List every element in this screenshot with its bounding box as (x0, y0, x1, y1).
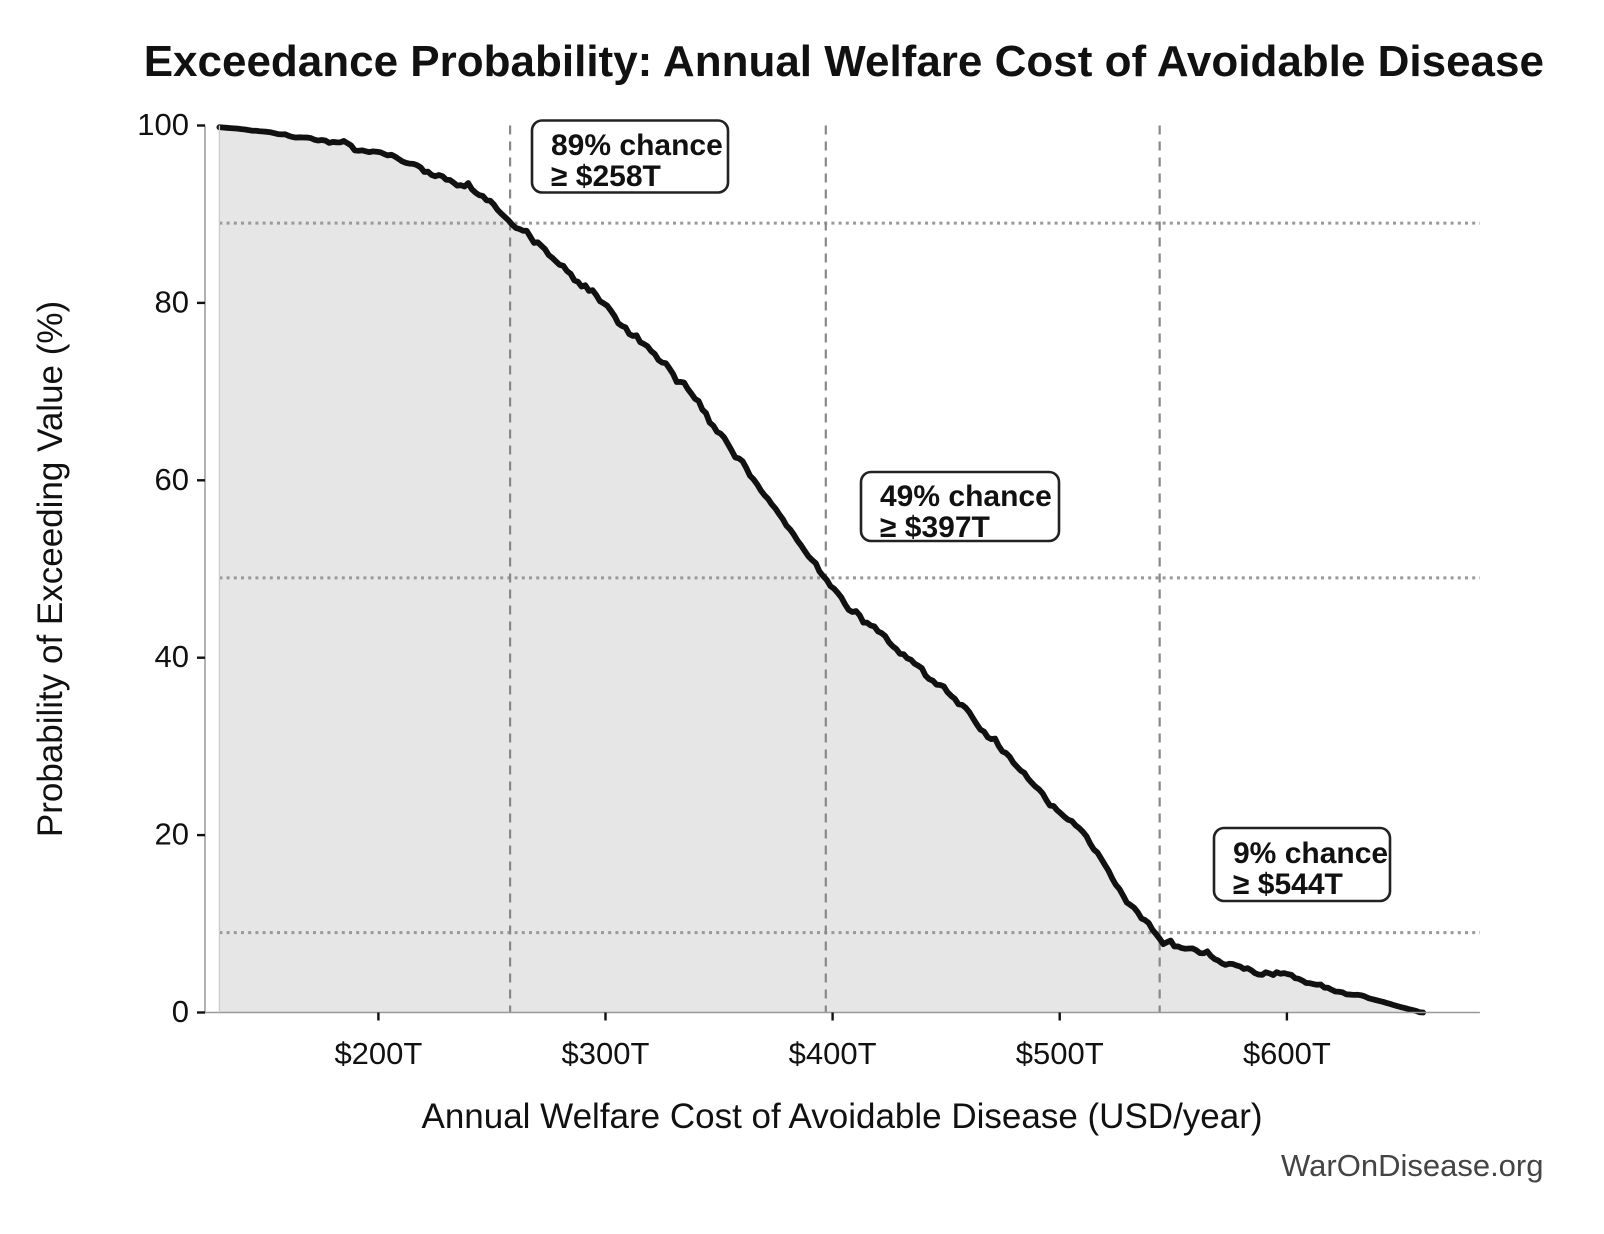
svg-text:$600T: $600T (1243, 1036, 1331, 1071)
svg-text:$500T: $500T (1016, 1036, 1104, 1071)
svg-text:89% chance: 89% chance (551, 129, 723, 162)
svg-text:0: 0 (172, 994, 189, 1029)
svg-text:9% chance: 9% chance (1233, 837, 1388, 870)
svg-text:100: 100 (137, 107, 189, 142)
svg-text:≥ $544T: ≥ $544T (1233, 868, 1343, 901)
svg-text:49% chance: 49% chance (880, 480, 1052, 513)
svg-text:$300T: $300T (562, 1036, 650, 1071)
svg-text:≥ $258T: ≥ $258T (551, 160, 661, 193)
svg-text:≥ $397T: ≥ $397T (880, 511, 990, 544)
svg-text:Exceedance Probability: Annual: Exceedance Probability: Annual Welfare C… (144, 37, 1544, 86)
svg-text:Annual Welfare Cost of Avoidab: Annual Welfare Cost of Avoidable Disease… (421, 1097, 1262, 1136)
svg-text:40: 40 (155, 639, 189, 674)
svg-text:60: 60 (155, 462, 189, 497)
svg-text:$400T: $400T (789, 1036, 877, 1071)
svg-text:20: 20 (155, 817, 189, 852)
svg-text:$200T: $200T (334, 1036, 422, 1071)
svg-text:Probability of Exceeding Value: Probability of Exceeding Value (%) (31, 301, 70, 837)
svg-text:80: 80 (155, 284, 189, 319)
svg-text:WarOnDisease.org: WarOnDisease.org (1281, 1148, 1543, 1183)
